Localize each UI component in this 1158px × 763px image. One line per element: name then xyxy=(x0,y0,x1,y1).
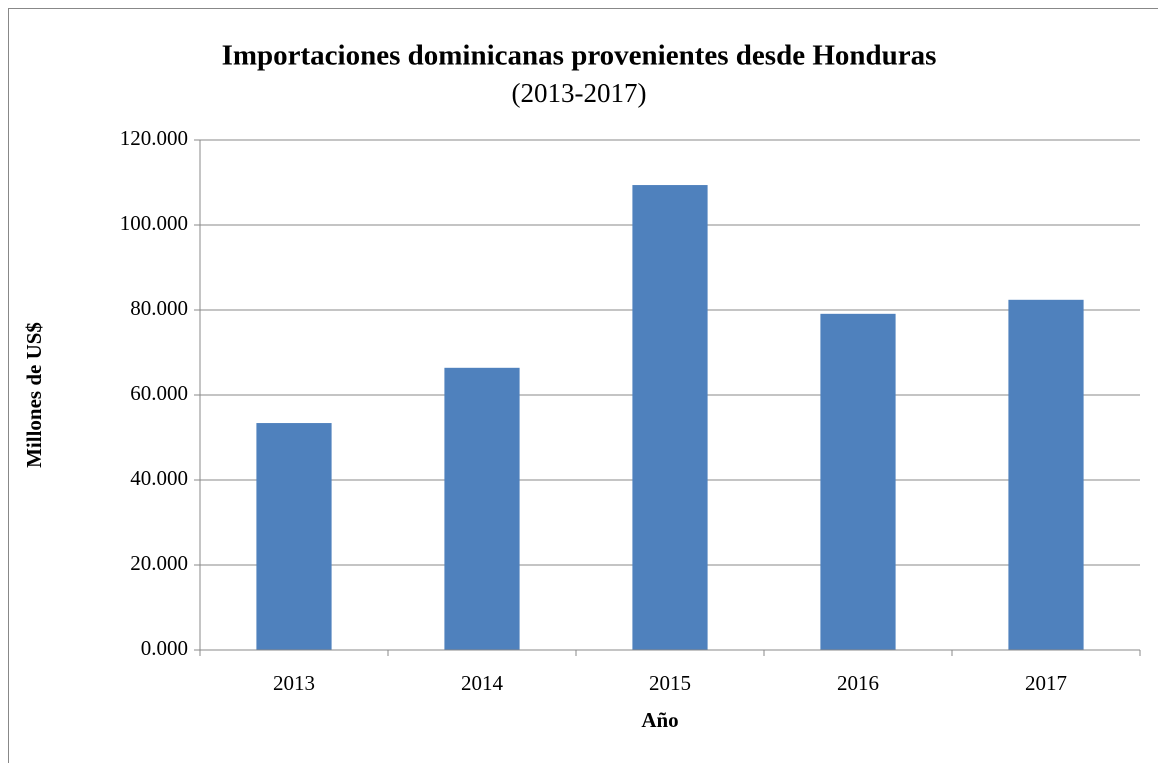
bar xyxy=(632,185,708,651)
bar xyxy=(444,367,520,650)
x-tick-label: 2017 xyxy=(1025,671,1067,695)
x-axis-label: Año xyxy=(641,708,678,732)
y-axis-label: Millones de US$ xyxy=(22,322,46,468)
chart-subtitle: (2013-2017) xyxy=(512,78,647,108)
bar xyxy=(1008,299,1084,650)
y-tick-label: 100.000 xyxy=(120,211,188,235)
y-tick-label: 80.000 xyxy=(130,296,188,320)
chart-frame xyxy=(8,8,1158,763)
y-tick-label: 120.000 xyxy=(120,126,188,150)
y-tick-label: 20.000 xyxy=(130,551,188,575)
y-tick-label: 40.000 xyxy=(130,466,188,490)
y-tick-label: 0.000 xyxy=(141,636,188,660)
bar xyxy=(820,313,896,650)
bar xyxy=(256,423,332,650)
x-tick-label: 2013 xyxy=(273,671,315,695)
x-tick-label: 2016 xyxy=(837,671,879,695)
x-tick-label: 2015 xyxy=(649,671,691,695)
chart-title: Importaciones dominicanas provenientes d… xyxy=(222,40,937,72)
y-tick-label: 60.000 xyxy=(130,381,188,405)
x-tick-label: 2014 xyxy=(461,671,504,695)
